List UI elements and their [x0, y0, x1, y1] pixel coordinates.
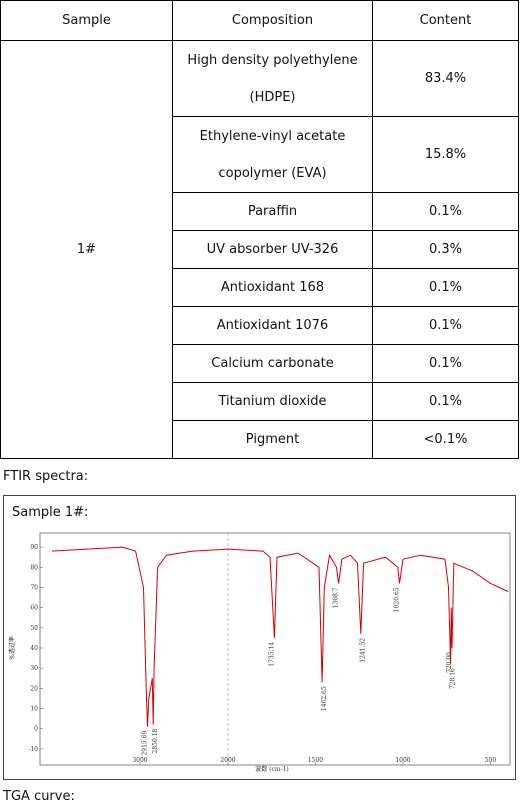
table-row: Antioxidant 168 0.1% [1, 268, 519, 307]
peak-label: 1241.52 [360, 638, 367, 663]
composition-cell: Antioxidant 1076 [172, 306, 373, 345]
y-tick-label: 80 [30, 564, 38, 571]
peak-label: 2915.69 [141, 731, 148, 756]
content-cell: <0.1% [372, 420, 519, 459]
composition-cell: UV absorber UV-326 [172, 230, 373, 269]
composition-cell: Antioxidant 168 [172, 268, 373, 307]
x-tick-label: 1500 [308, 757, 323, 764]
y-tick-label: 10 [30, 706, 38, 713]
peak-label: 1735.14 [268, 642, 275, 667]
sample-cell: 1# [0, 40, 173, 459]
content-cell: 0.1% [372, 306, 519, 345]
content-cell: 0.1% [372, 192, 519, 231]
peak-label: 2850.18 [152, 729, 159, 754]
content-cell: 0.3% [372, 230, 519, 269]
header-cell: Composition [172, 0, 373, 41]
y-axis-label: %透过率 [8, 636, 16, 660]
content-cell: 83.4% [372, 40, 519, 117]
table-row: Calcium carbonate 0.1% [1, 344, 519, 383]
composition-table: Sample Composition Content 1# High density … [0, 0, 519, 459]
content-cell: 0.1% [372, 268, 519, 307]
table-row: 1# High density polyethylene (HDPE) 83.4% [0, 40, 519, 459]
figure-caption: Sample 1#: [12, 505, 89, 520]
y-tick-label: 70 [30, 584, 38, 591]
peak-label: 1368.7 [332, 587, 339, 608]
x-tick-label: 1000 [395, 757, 410, 764]
composition-cell: Pigment [172, 420, 373, 459]
content-cell: 0.1% [372, 344, 519, 383]
peak-label: 728.16 [450, 668, 457, 689]
y-tick-label: 90 [30, 544, 38, 551]
y-tick-label: 20 [30, 685, 38, 692]
x-tick-label: 500 [485, 757, 497, 764]
spectrum-line [51, 546, 509, 727]
y-tick-label: -10 [28, 746, 38, 753]
content-cell: 0.1% [372, 382, 519, 421]
table-row: Paraffin 0.1% [1, 192, 519, 231]
content-cell: 15.8% [372, 116, 519, 193]
x-axis-label: 波数 (cm-1) [255, 765, 288, 773]
plot-frame [39, 532, 511, 766]
y-tick-label: 40 [30, 645, 38, 652]
y-tick-label: 50 [30, 625, 38, 632]
composition-cell: Paraffin [172, 192, 373, 231]
composition-cell: High density polyethylene (HDPE) [172, 40, 373, 117]
header-cell: Sample [0, 0, 173, 41]
y-tick-label: 60 [30, 605, 38, 612]
composition-cell: Titanium dioxide [172, 382, 373, 421]
header-cell: Content [372, 0, 519, 41]
peak-label: 720.00 [446, 652, 453, 673]
section-label: FTIR spectra: [3, 469, 89, 484]
composition-cell: Calcium carbonate [172, 344, 373, 383]
section-label: TGA curve: [3, 789, 75, 804]
figure-box: Sample 1#: [3, 495, 516, 780]
y-tick-label: 0 [34, 726, 38, 733]
y-tick-label: 30 [30, 665, 38, 672]
peak-label: 1020.65 [393, 587, 400, 612]
table-row: Pigment <0.1% [1, 420, 519, 459]
composition-cell: Ethylene-vinyl acetate copolymer (EVA) [172, 116, 373, 193]
table-row: UV absorber UV-326 0.3% [1, 230, 519, 269]
peak-label: 1462.65 [321, 686, 328, 711]
table-row: Ethylene-vinyl acetate copolymer (EVA) 15… [1, 116, 519, 193]
x-tick-label: 3000 [132, 757, 147, 764]
